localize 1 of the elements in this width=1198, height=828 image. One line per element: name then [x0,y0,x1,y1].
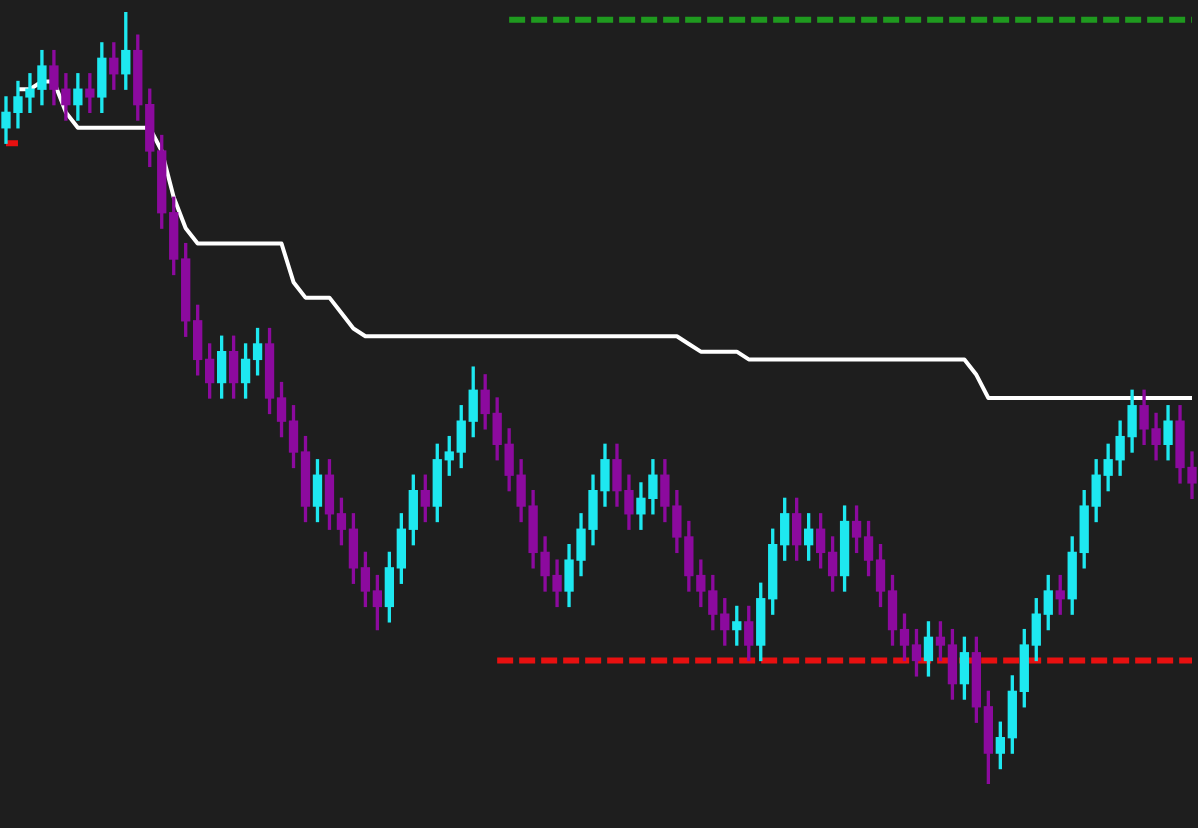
candlestick [85,73,95,114]
